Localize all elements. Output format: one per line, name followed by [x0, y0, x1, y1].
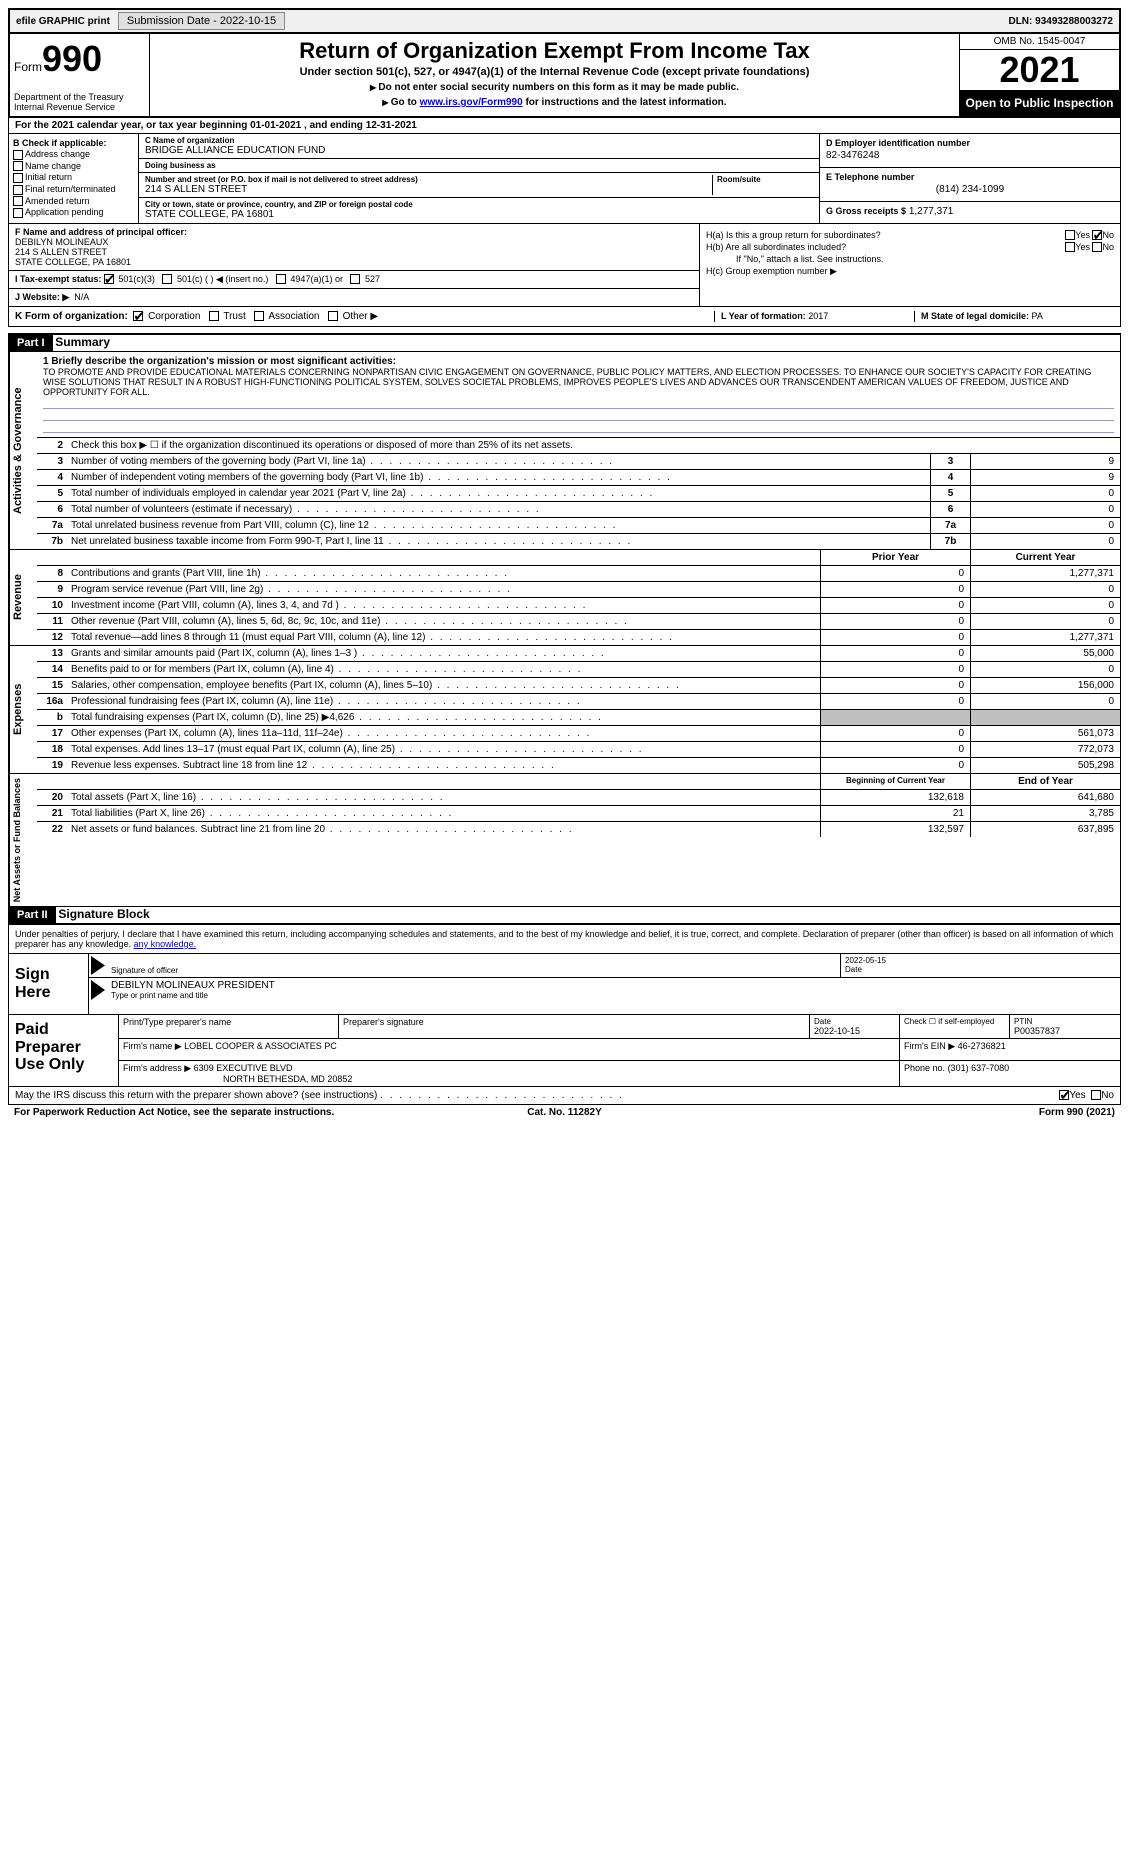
firm-name: LOBEL COOPER & ASSOCIATES PC: [184, 1041, 337, 1051]
row-h-group: H(a) Is this a group return for subordin…: [700, 224, 1120, 306]
row-a-period: For the 2021 calendar year, or tax year …: [8, 118, 1121, 134]
vtab-net-assets: Net Assets or Fund Balances: [9, 774, 37, 906]
sign-here-label: Sign Here: [9, 954, 89, 1014]
ssn-note: Do not enter social security numbers on …: [158, 82, 951, 93]
dept-label: Department of the Treasury Internal Reve…: [14, 92, 145, 112]
data-row: 8Contributions and grants (Part VIII, li…: [37, 566, 1120, 582]
sig-arrow-icon: [91, 956, 105, 975]
data-row: 16aProfessional fundraising fees (Part I…: [37, 694, 1120, 710]
data-row: 10Investment income (Part VIII, column (…: [37, 598, 1120, 614]
data-row: 13Grants and similar amounts paid (Part …: [37, 646, 1120, 662]
phone-value: (814) 234-1099: [826, 182, 1114, 197]
gov-row: 3Number of voting members of the governi…: [37, 454, 1120, 470]
data-row: 21Total liabilities (Part X, line 26)213…: [37, 806, 1120, 822]
chk-final-return[interactable]: [13, 185, 23, 195]
gov-row: 5Total number of individuals employed in…: [37, 486, 1120, 502]
col-b-checkboxes: B Check if applicable: Address change Na…: [9, 134, 139, 223]
gov-row: 6Total number of volunteers (estimate if…: [37, 502, 1120, 518]
part-ii-header: Part II: [9, 907, 56, 923]
data-row: 9Program service revenue (Part VIII, lin…: [37, 582, 1120, 598]
col-d-ein-phone: D Employer identification number82-34762…: [820, 134, 1120, 223]
data-row: 15Salaries, other compensation, employee…: [37, 678, 1120, 694]
hb-yes[interactable]: [1065, 242, 1075, 252]
form-header: Form990 Department of the Treasury Inter…: [8, 34, 1121, 118]
form-subtitle: Under section 501(c), 527, or 4947(a)(1)…: [158, 66, 951, 78]
signature-intro: Under penalties of perjury, I declare th…: [8, 925, 1121, 954]
chk-other[interactable]: [328, 311, 338, 321]
org-street: 214 S ALLEN STREET: [145, 184, 712, 195]
row-l-year: L Year of formation: 2017: [714, 311, 914, 322]
vtab-expenses: Expenses: [9, 646, 37, 773]
form-title: Return of Organization Exempt From Incom…: [158, 38, 951, 64]
col-c-org-info: C Name of organizationBRIDGE ALLIANCE ED…: [139, 134, 820, 223]
chk-527[interactable]: [350, 274, 360, 284]
ha-no[interactable]: [1092, 230, 1102, 240]
ein-value: 82-3476248: [826, 148, 1114, 163]
chk-pending[interactable]: [13, 208, 23, 218]
gov-row: 7aTotal unrelated business revenue from …: [37, 518, 1120, 534]
chk-4947[interactable]: [276, 274, 286, 284]
data-row: 18Total expenses. Add lines 13–17 (must …: [37, 742, 1120, 758]
discuss-row: May the IRS discuss this return with the…: [8, 1087, 1121, 1105]
submission-button[interactable]: Submission Date - 2022-10-15: [118, 12, 285, 30]
part-i-header: Part I: [9, 335, 53, 351]
row-k-form-org: K Form of organization: Corporation Trus…: [15, 311, 714, 322]
gov-row: 4Number of independent voting members of…: [37, 470, 1120, 486]
row-m-state: M State of legal domicile: PA: [914, 311, 1114, 322]
paid-preparer-label: Paid Preparer Use Only: [9, 1015, 119, 1086]
mission-text: TO PROMOTE AND PROVIDE EDUCATIONAL MATER…: [43, 367, 1114, 397]
gross-receipts: 1,277,371: [909, 206, 954, 217]
form-number: 990: [42, 38, 102, 79]
org-name: BRIDGE ALLIANCE EDUCATION FUND: [145, 145, 813, 156]
any-knowledge-link[interactable]: any knowledge.: [134, 939, 197, 949]
data-row: 19Revenue less expenses. Subtract line 1…: [37, 758, 1120, 773]
chk-name-change[interactable]: [13, 161, 23, 171]
chk-501c3[interactable]: [104, 274, 114, 284]
data-row: 17Other expenses (Part IX, column (A), l…: [37, 726, 1120, 742]
row-j-website: J Website: ▶ N/A: [9, 289, 699, 306]
omb-label: OMB No. 1545-0047: [960, 34, 1119, 50]
data-row: 14Benefits paid to or for members (Part …: [37, 662, 1120, 678]
chk-trust[interactable]: [209, 311, 219, 321]
row-i-tax-status: I Tax-exempt status: 501(c)(3) 501(c) ( …: [9, 271, 699, 289]
form-label: Form: [14, 60, 42, 74]
data-row: bTotal fundraising expenses (Part IX, co…: [37, 710, 1120, 726]
gov-row: 7bNet unrelated business taxable income …: [37, 534, 1120, 549]
org-city: STATE COLLEGE, PA 16801: [145, 209, 813, 220]
vtab-governance: Activities & Governance: [9, 352, 37, 549]
efile-label: efile GRAPHIC print: [10, 14, 116, 29]
chk-amended[interactable]: [13, 196, 23, 206]
row-f-officer: F Name and address of principal officer:…: [9, 224, 699, 271]
tax-year: 2021: [960, 50, 1119, 90]
sig-arrow-icon: [91, 980, 105, 1000]
chk-initial-return[interactable]: [13, 173, 23, 183]
hb-no[interactable]: [1092, 242, 1102, 252]
discuss-no[interactable]: [1091, 1090, 1101, 1100]
data-row: 22Net assets or fund balances. Subtract …: [37, 822, 1120, 837]
chk-501c[interactable]: [162, 274, 172, 284]
ha-yes[interactable]: [1065, 230, 1075, 240]
ptin-value: P00357837: [1014, 1026, 1116, 1036]
page-footer: For Paperwork Reduction Act Notice, see …: [8, 1105, 1121, 1120]
open-public-badge: Open to Public Inspection: [960, 90, 1119, 116]
data-row: 11Other revenue (Part VIII, column (A), …: [37, 614, 1120, 630]
mission-block: 1 Briefly describe the organization's mi…: [37, 352, 1120, 438]
top-toolbar: efile GRAPHIC print Submission Date - 20…: [8, 8, 1121, 34]
chk-corp[interactable]: [133, 311, 143, 321]
signer-name: DEBILYN MOLINEAUX PRESIDENT: [111, 980, 1116, 991]
dln-label: DLN: 93493288003272: [1002, 14, 1119, 29]
data-row: 20Total assets (Part X, line 16)132,6186…: [37, 790, 1120, 806]
chk-assoc[interactable]: [254, 311, 264, 321]
irs-link[interactable]: www.irs.gov/Form990: [420, 97, 523, 108]
data-row: 12Total revenue—add lines 8 through 11 (…: [37, 630, 1120, 645]
discuss-yes[interactable]: [1059, 1090, 1069, 1100]
vtab-revenue: Revenue: [9, 550, 37, 645]
link-note: Go to www.irs.gov/Form990 for instructio…: [158, 97, 951, 108]
chk-address-change[interactable]: [13, 150, 23, 160]
